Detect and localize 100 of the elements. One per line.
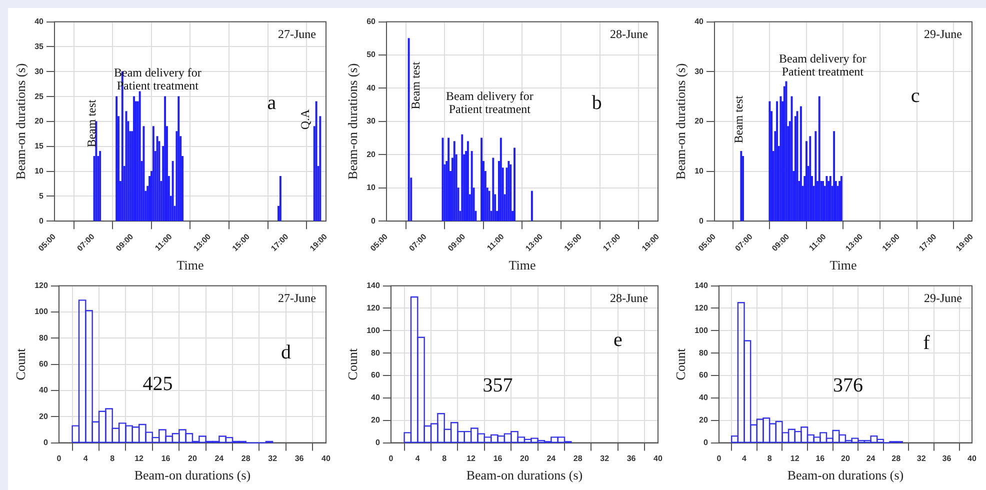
x-tick-label: 40 — [654, 454, 663, 463]
text: 29-June — [924, 290, 962, 305]
x-axis-title: Time — [830, 258, 857, 273]
x-tick-label: 32 — [600, 454, 610, 463]
y-tick-label: 15 — [34, 142, 44, 151]
y-axis-title: Beam-on durations (s) — [345, 63, 360, 180]
y-tick-label: 0 — [699, 216, 704, 226]
x-tick-label: 8 — [110, 454, 116, 463]
annotation: f — [923, 332, 930, 354]
x-tick-label: 24 — [214, 454, 224, 463]
x-axis-title: Time — [508, 258, 536, 273]
annotation: 357 — [482, 374, 513, 397]
y-tick-label: 20 — [34, 116, 44, 126]
x-tick-label: 36 — [294, 454, 304, 463]
y-tick-label: 100 — [694, 326, 708, 335]
y-axis-title: Beam-on durations (s) — [13, 63, 28, 180]
x-tick-label: 8 — [767, 454, 772, 463]
annotation: Beam delivery for Patient treatment — [778, 51, 866, 78]
y-tick-label: 120 — [366, 303, 380, 312]
x-tick-label: 4 — [415, 454, 420, 463]
annotation: 425 — [142, 372, 173, 395]
text: 27-June — [278, 290, 316, 305]
x-tick-label: 20 — [841, 454, 850, 463]
annotation: Beam test — [408, 61, 423, 110]
y-tick-label: 100 — [366, 326, 380, 335]
y-tick-label: 20 — [694, 116, 704, 126]
x-tick-label: 36 — [942, 454, 952, 463]
y-tick-label: 0 — [371, 216, 376, 226]
x-tick-label: 32 — [268, 454, 278, 463]
y-tick-label: 40 — [39, 386, 48, 395]
y-axis-title: Beam-on durations (s) — [673, 63, 688, 180]
y-tick-label: 50 — [366, 50, 376, 60]
annotation: a — [267, 92, 276, 114]
x-tick-label: 28 — [892, 454, 902, 463]
y-tick-label: 0 — [703, 438, 708, 448]
y-tick-label: 30 — [694, 66, 704, 76]
y-axis-title: Count — [345, 348, 360, 380]
y-tick-label: 5 — [39, 191, 44, 200]
x-axis-title: Beam-on durations (s) — [466, 468, 583, 483]
text: 28-June — [610, 26, 648, 41]
x-tick-label: 12 — [466, 454, 476, 463]
y-tick-label: 40 — [694, 17, 704, 26]
y-tick-label: 60 — [366, 17, 376, 26]
y-tick-label: 10 — [34, 166, 44, 176]
y-tick-label: 140 — [694, 281, 708, 290]
y-tick-label: 40 — [34, 17, 44, 26]
x-tick-label: 0 — [56, 454, 62, 463]
x-tick-label: 4 — [83, 454, 88, 463]
annotation: 376 — [833, 374, 864, 397]
text: 28-June — [610, 290, 648, 305]
text: 27-June — [278, 26, 316, 41]
y-tick-label: 60 — [699, 370, 708, 380]
y-tick-label: 10 — [694, 166, 704, 176]
y-tick-label: 0 — [39, 216, 44, 226]
y-axis-title: Count — [673, 348, 688, 380]
y-tick-label: 60 — [371, 370, 380, 380]
y-axis-title: Count — [13, 348, 28, 380]
annotation: d — [280, 342, 291, 364]
x-tick-label: 28 — [241, 454, 251, 463]
y-tick-label: 20 — [366, 150, 376, 159]
y-tick-label: 0 — [43, 438, 48, 448]
y-tick-label: 20 — [371, 416, 380, 425]
y-tick-label: 30 — [34, 66, 44, 76]
x-tick-label: 16 — [161, 454, 171, 463]
y-tick-label: 100 — [34, 307, 48, 316]
y-tick-label: 40 — [699, 393, 708, 402]
x-tick-label: 0 — [716, 454, 722, 463]
y-tick-label: 80 — [699, 348, 708, 358]
x-tick-label: 0 — [388, 454, 394, 463]
x-axis-title: Beam-on durations (s) — [134, 468, 251, 483]
x-tick-label: 40 — [322, 454, 331, 463]
x-tick-label: 20 — [188, 454, 198, 463]
annotation: Beam delivery for Patient treatment — [446, 89, 534, 116]
x-tick-label: 24 — [866, 454, 876, 463]
x-tick-label: 16 — [816, 454, 826, 463]
x-tick-label: 24 — [546, 454, 556, 463]
y-tick-label: 80 — [39, 333, 48, 342]
y-tick-label: 25 — [34, 92, 44, 101]
x-tick-label: 20 — [520, 454, 530, 463]
x-tick-label: 8 — [442, 454, 448, 463]
annotation: Beam test — [84, 98, 99, 148]
x-tick-label: 16 — [493, 454, 503, 463]
y-tick-label: 30 — [366, 116, 376, 126]
x-tick-label: 32 — [916, 454, 926, 463]
y-tick-label: 120 — [694, 303, 708, 312]
y-tick-label: 40 — [366, 83, 376, 92]
y-tick-label: 20 — [699, 416, 708, 425]
annotation: e — [613, 329, 622, 351]
annotation: c — [910, 84, 920, 107]
annotation: Beam test — [731, 94, 746, 144]
y-tick-label: 80 — [371, 348, 380, 358]
x-tick-label: 12 — [790, 454, 800, 463]
x-tick-label: 40 — [968, 454, 977, 463]
y-tick-label: 140 — [366, 281, 380, 290]
y-tick-label: 60 — [39, 360, 48, 369]
x-axis-title: Time — [176, 258, 204, 273]
x-axis-title: Beam-on durations (s) — [787, 468, 904, 483]
y-tick-label: 40 — [371, 393, 380, 402]
annotation: b — [592, 92, 602, 114]
y-tick-label: 10 — [366, 183, 376, 192]
